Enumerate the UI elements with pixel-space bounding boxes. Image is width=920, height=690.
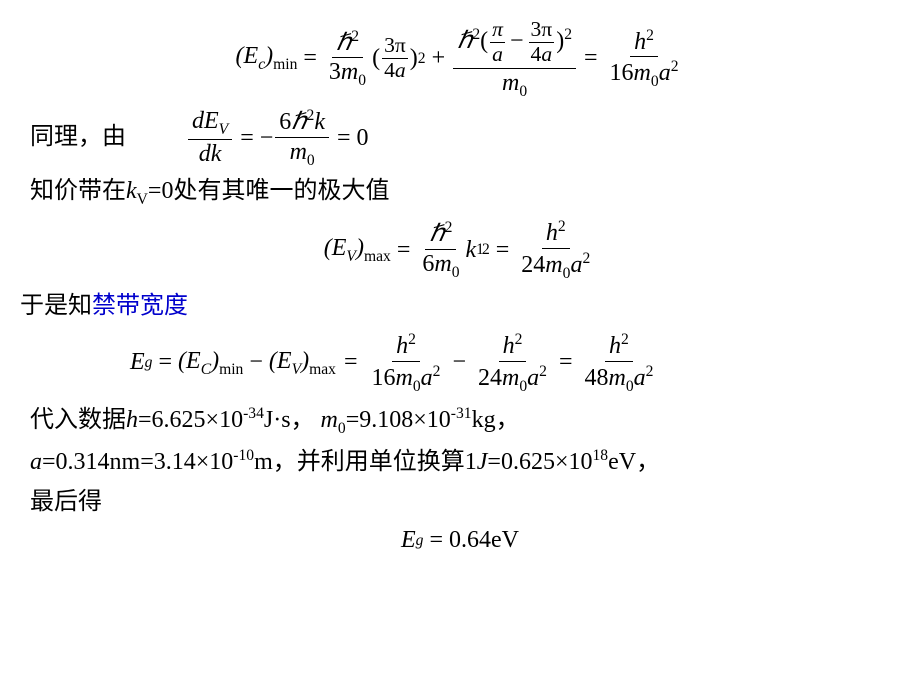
equation-ev-max: (EV)max = ℏ2 6m0 k12 = h2 24m0a2 — [30, 218, 890, 281]
text-same-reasoning: 同理，由 — [30, 121, 126, 155]
line-substitution-1: 代入数据h=6.625×10-34J·s， m0=9.108×10-31kg， — [30, 403, 890, 440]
equation-eg-result: Eg = 0.64eV — [30, 527, 890, 554]
line-valence-max: 知价带在kV=0处有其唯一的极大值 — [30, 175, 890, 211]
line-bandgap-label: 于是知禁带宽度 — [20, 290, 890, 324]
equation-eg: Eg = (EC)min − (EV)max = h2 16m0a2 − h2 … — [30, 331, 890, 394]
line-substitution-2: a=0.314nm=3.14×10-10m，并利用单位换算1J=0.625×10… — [30, 445, 890, 480]
equation-ec-min: (Ec)min = ℏ2 3m0 ( 3π 4a )2 + ℏ2(πa−3π4a… — [30, 18, 890, 99]
line-finally: 最后得 — [30, 486, 890, 520]
slide-content: (Ec)min = ℏ2 3m0 ( 3π 4a )2 + ℏ2(πa−3π4a… — [0, 0, 920, 572]
equation-deriv-ev: dEV dk — [188, 108, 232, 167]
highlight-bandgap: 禁带宽度 — [92, 293, 188, 319]
line-same-reasoning: 同理，由 dEV dk = − 6ℏ2k m0 = 0 — [30, 107, 890, 168]
